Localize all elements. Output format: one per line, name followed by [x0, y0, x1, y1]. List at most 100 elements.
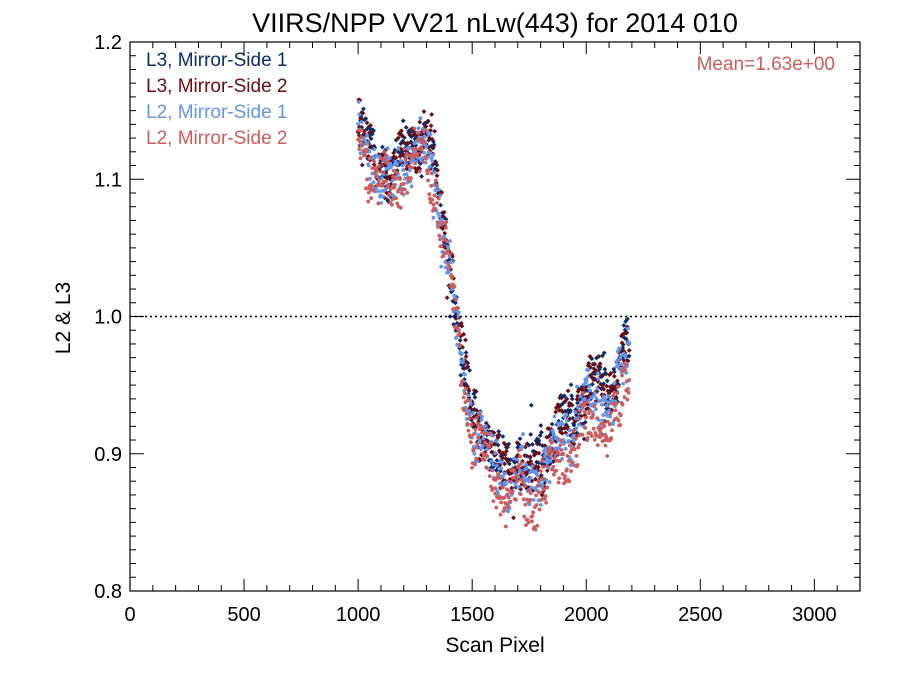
data-point [591, 412, 595, 417]
data-point [611, 369, 617, 375]
data-point [474, 457, 479, 461]
data-point [484, 453, 489, 458]
data-point [363, 116, 369, 122]
data-point [516, 448, 521, 453]
data-point [614, 378, 620, 384]
data-point [376, 179, 381, 184]
data-point [528, 491, 533, 496]
data-point [409, 184, 414, 189]
data-point [483, 424, 488, 428]
data-point [476, 435, 480, 440]
data-point [554, 459, 559, 463]
data-point [484, 447, 489, 452]
data-point [392, 182, 397, 187]
data-point [514, 468, 519, 474]
y-tick-label: 1.2 [94, 32, 122, 54]
data-point [395, 161, 400, 166]
data-point [365, 141, 370, 146]
data-point [395, 201, 400, 206]
data-point [549, 421, 555, 427]
data-point [442, 223, 448, 229]
data-point [517, 436, 523, 442]
data-point [413, 147, 418, 151]
data-point [582, 403, 587, 408]
data-point [403, 125, 409, 130]
axis-ticks [129, 41, 860, 592]
data-point [371, 188, 376, 193]
data-point [381, 194, 385, 199]
legend-entry-3: L2, Mirror-Side 1 [146, 102, 288, 123]
mean-annotation: Mean=1.63e+00 [697, 54, 835, 75]
data-point [583, 384, 589, 390]
data-point [429, 183, 433, 188]
data-point [562, 425, 567, 431]
data-point [389, 186, 394, 190]
data-point [560, 422, 565, 426]
data-point [457, 331, 462, 336]
data-point [519, 461, 524, 465]
data-point [467, 413, 472, 417]
data-point [575, 384, 579, 389]
data-point [585, 375, 590, 379]
data-point [608, 370, 614, 376]
data-point [498, 512, 503, 517]
data-point [479, 417, 484, 422]
data-point [361, 106, 366, 112]
data-point [544, 500, 549, 505]
data-point [417, 119, 423, 125]
data-point [560, 409, 566, 415]
data-point [430, 159, 435, 164]
data-point [523, 502, 528, 507]
data-point [468, 402, 473, 406]
data-point [586, 368, 591, 372]
data-point [407, 168, 412, 173]
x-tick-label: 3000 [792, 604, 837, 626]
data-point [376, 201, 381, 206]
data-point [455, 305, 460, 310]
data-point [444, 295, 450, 301]
data-point [439, 190, 445, 195]
data-point [620, 402, 625, 407]
data-point [574, 454, 579, 458]
chart-title: VIIRS/NPP VV21 nLw(443) for 2014 010 [252, 8, 738, 38]
data-point [366, 199, 371, 204]
data-point [540, 458, 544, 463]
data-point [410, 146, 415, 151]
data-point [518, 492, 523, 497]
data-point [371, 180, 376, 185]
data-point [515, 479, 519, 484]
data-point [557, 459, 562, 463]
data-point [618, 366, 623, 371]
legend: L3, Mirror-Side 1 L3, Mirror-Side 2 L2, Mi… [146, 50, 288, 149]
data-point [394, 196, 398, 201]
data-point [358, 116, 364, 122]
data-point [494, 505, 499, 510]
data-point [407, 132, 413, 138]
data-point [405, 191, 410, 195]
data-point [432, 159, 438, 164]
data-point [489, 468, 494, 473]
data-point [569, 469, 573, 474]
data-point [401, 140, 407, 146]
data-point [576, 445, 581, 450]
data-point [574, 426, 579, 431]
data-point [460, 378, 465, 383]
data-point [621, 381, 626, 386]
data-point [368, 176, 372, 181]
data-point [400, 118, 406, 124]
data-point [511, 515, 516, 521]
data-point [400, 191, 404, 196]
data-point [575, 393, 580, 399]
data-point [386, 182, 391, 187]
data-point [470, 411, 475, 415]
data-point [473, 427, 478, 432]
data-point [583, 415, 588, 420]
data-point [524, 466, 529, 471]
data-point [463, 350, 469, 356]
data-point [442, 230, 448, 236]
data-point [569, 393, 575, 399]
data-point [554, 446, 559, 451]
data-point [597, 361, 603, 367]
data-point [615, 358, 620, 363]
data-point [379, 169, 384, 174]
